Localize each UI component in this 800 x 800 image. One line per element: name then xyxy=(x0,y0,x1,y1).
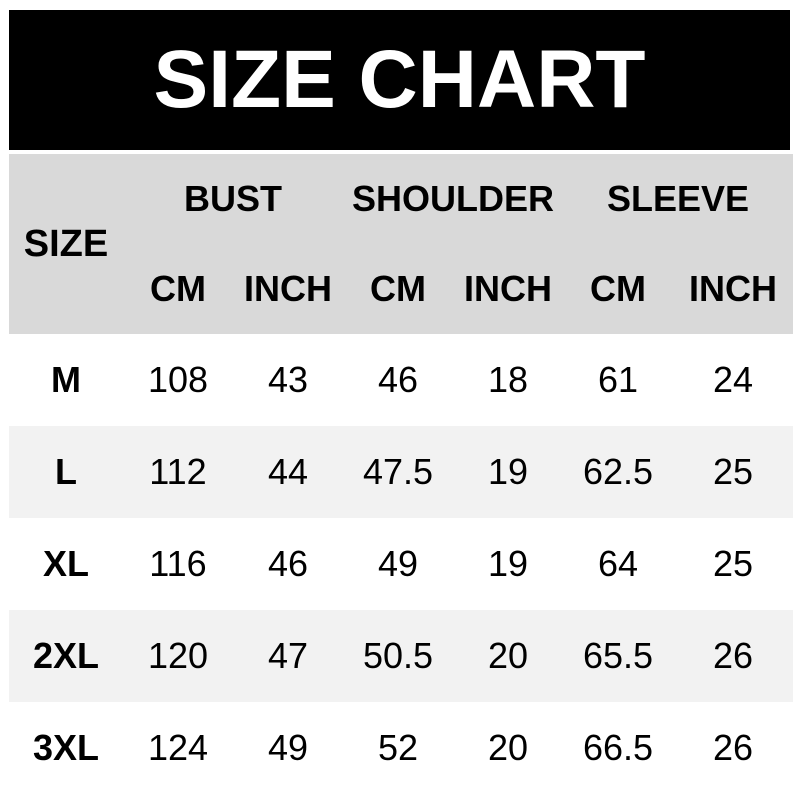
value-cell: 65.5 xyxy=(582,635,654,676)
value-cell: 62.5 xyxy=(582,451,654,492)
size-cell: XL xyxy=(42,543,89,584)
value-cell: 20 xyxy=(487,635,529,676)
table-row: XL 116 46 49 19 64 25 xyxy=(9,518,793,610)
value-cell: 25 xyxy=(712,543,754,584)
value-cell: 26 xyxy=(712,635,754,676)
column-group-bust: BUST xyxy=(184,178,282,219)
table-row: L 112 44 47.5 19 62.5 25 xyxy=(9,426,793,518)
value-cell: 47.5 xyxy=(362,451,434,492)
value-cell: 50.5 xyxy=(362,635,434,676)
unit-header-bust-inch: INCH xyxy=(244,268,332,309)
value-cell: 112 xyxy=(149,451,207,492)
value-cell: 26 xyxy=(712,727,754,768)
size-chart-title: SIZE CHART xyxy=(153,34,646,125)
value-cell: 46 xyxy=(267,543,309,584)
value-cell: 49 xyxy=(377,543,419,584)
size-cell: 3XL xyxy=(32,727,100,768)
value-cell: 19 xyxy=(487,543,529,584)
title-banner: SIZE CHART xyxy=(9,10,790,150)
value-cell: 25 xyxy=(712,451,754,492)
value-cell: 124 xyxy=(147,727,209,768)
unit-header-sleeve-inch: INCH xyxy=(689,268,777,309)
value-cell: 20 xyxy=(487,727,529,768)
value-cell: 44 xyxy=(267,451,309,492)
size-cell: L xyxy=(55,451,77,492)
value-cell: 24 xyxy=(712,359,754,400)
value-cell: 46 xyxy=(377,359,419,400)
column-group-sleeve: SLEEVE xyxy=(606,178,750,219)
column-header-size: SIZE xyxy=(23,222,109,265)
value-cell: 61 xyxy=(597,359,639,400)
value-cell: 120 xyxy=(147,635,209,676)
column-group-shoulder: SHOULDER xyxy=(351,178,554,219)
size-cell: M xyxy=(51,359,81,400)
unit-header-shoulder-inch: INCH xyxy=(464,268,552,309)
value-cell: 66.5 xyxy=(582,727,654,768)
table-row: 2XL 120 47 50.5 20 65.5 26 xyxy=(9,610,793,702)
table-row: 3XL 124 49 52 20 66.5 26 xyxy=(9,702,793,794)
size-cell: 2XL xyxy=(32,635,100,676)
value-cell: 64 xyxy=(597,543,639,584)
value-cell: 43 xyxy=(267,359,309,400)
value-cell: 116 xyxy=(149,543,207,584)
table-body: M 108 43 46 18 61 24 L 112 44 47.5 19 62.5 25 XL 1… xyxy=(9,334,793,794)
table-row: M 108 43 46 18 61 24 xyxy=(9,334,793,426)
unit-header-sleeve-cm: CM xyxy=(590,268,646,309)
unit-header-bust-cm: CM xyxy=(150,268,206,309)
value-cell: 47 xyxy=(267,635,309,676)
value-cell: 52 xyxy=(377,727,419,768)
value-cell: 49 xyxy=(267,727,309,768)
value-cell: 18 xyxy=(487,359,529,400)
value-cell: 19 xyxy=(487,451,529,492)
table-header: SIZE BUST SHOULDER SLEEVE CM INCH CM INC… xyxy=(9,154,793,334)
unit-header-shoulder-cm: CM xyxy=(370,268,426,309)
value-cell: 108 xyxy=(147,359,209,400)
